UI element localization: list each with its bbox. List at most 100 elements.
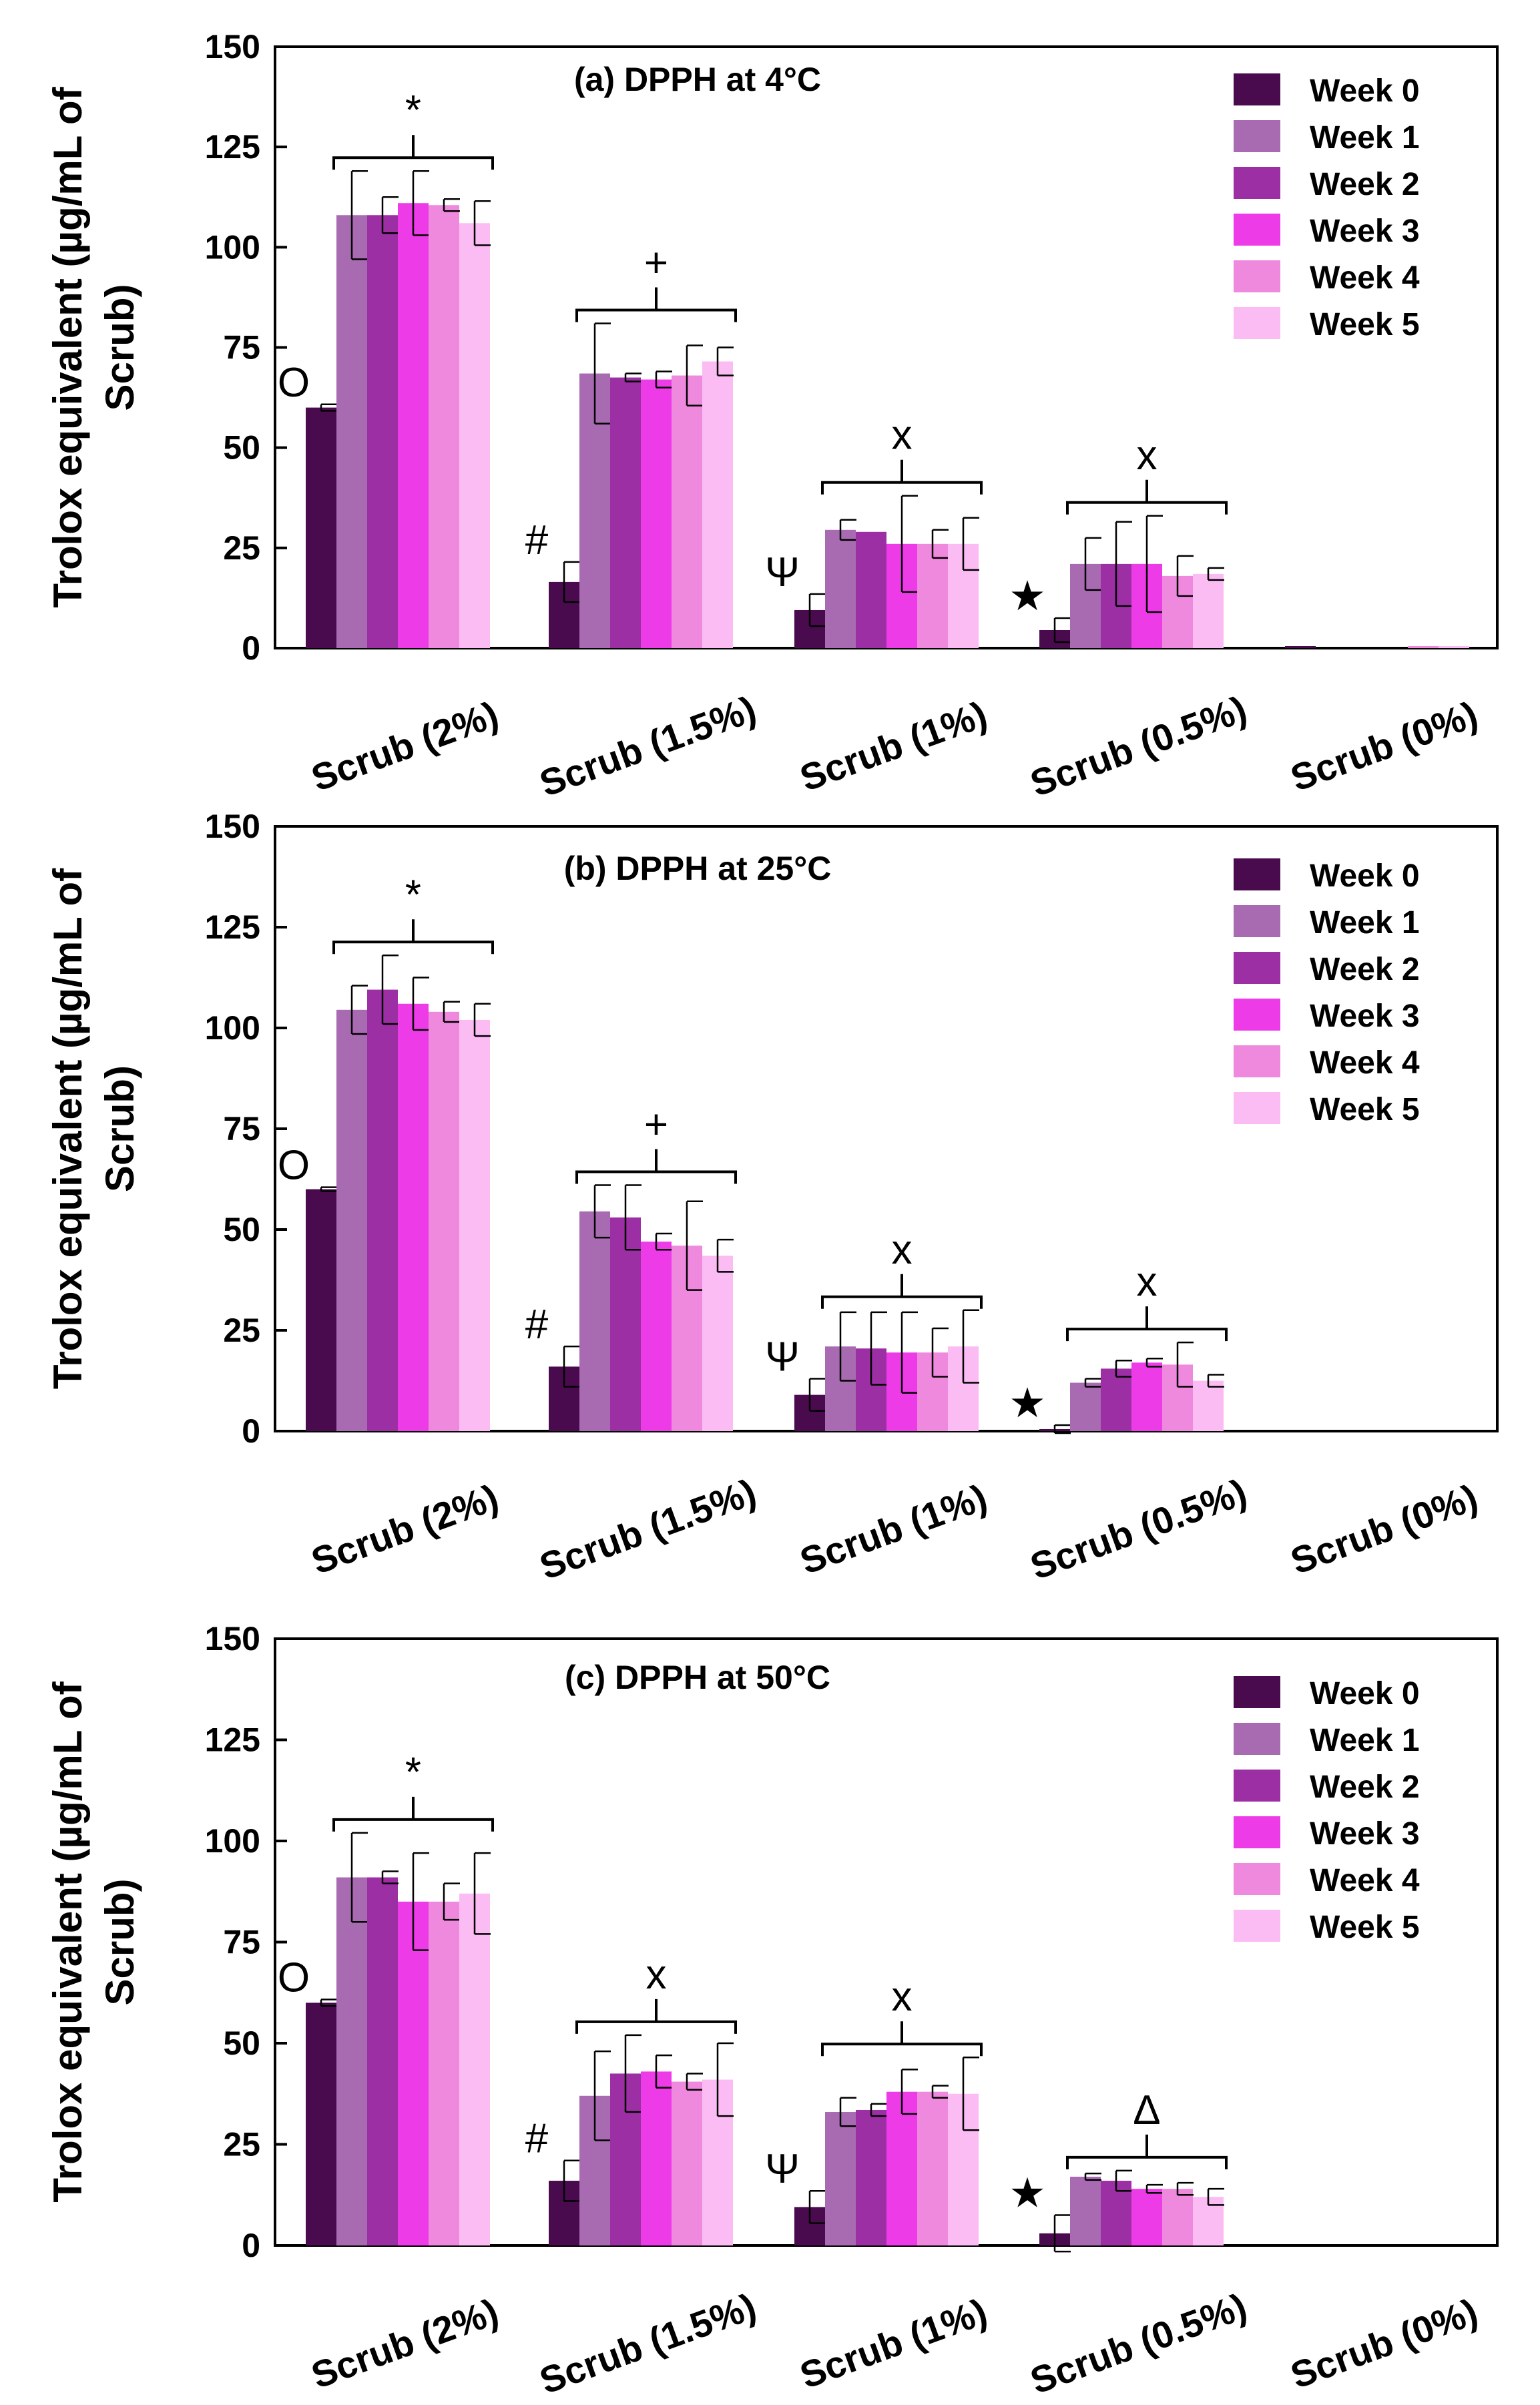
significance-mark: x [646,1952,667,1998]
x-category-label: Scrub (2%) [306,2290,503,2396]
week0-mark: Ψ [765,2146,800,2192]
x-category-label: Scrub (1%) [794,1476,992,1582]
legend-swatch [1234,307,1280,339]
legend-swatch [1234,1863,1280,1895]
bar [672,375,702,648]
bar [306,2002,336,2245]
bar [856,2109,886,2245]
bar [336,215,367,648]
legend-swatch [1234,167,1280,199]
legend-label: Week 4 [1310,1045,1420,1081]
y-tick-label: 150 [205,808,260,845]
legend-swatch [1234,999,1280,1031]
legend-swatch [1234,1045,1280,1077]
legend-label: Week 5 [1310,1910,1420,1945]
legend: Week 0 Week 1 Week 2 Week 3 Week 4 Week 5 [1234,73,1420,342]
significance-bracket [1066,2134,1228,2169]
y-tick-label: 75 [223,329,260,366]
bar [1131,2189,1162,2245]
legend-swatch [1234,905,1280,937]
bar [429,205,459,649]
bar [1070,1382,1101,1431]
legend-swatch [1234,952,1280,984]
chart-title: (c) DPPH at 50°C [565,1659,830,1696]
legend-label: Week 2 [1310,167,1420,202]
legend-label: Week 2 [1310,952,1420,987]
x-category-label: Scrub (0.5%) [1025,1471,1252,1587]
legend-swatch [1234,260,1280,292]
legend-swatch [1234,73,1280,105]
y-axis-label: Scrub) [97,284,142,411]
significance-bracket [332,1796,494,1832]
x-category-label: Scrub (2%) [306,1476,503,1582]
bar [1193,573,1224,648]
bar [1162,2189,1193,2245]
legend-label: Week 0 [1310,73,1420,109]
legend: Week 0 Week 1 Week 2 Week 3 Week 4 Week 5 [1234,1676,1420,1945]
legend-label: Week 1 [1310,1723,1420,1758]
bar [702,361,733,648]
legend-swatch [1234,1092,1280,1124]
legend-swatch [1234,1816,1280,1848]
significance-mark: * [405,87,421,133]
week0-mark: ★ [1009,2171,1046,2217]
legend-label: Week 5 [1310,307,1420,342]
significance-bracket [575,1149,737,1184]
legend-swatch [1234,120,1280,152]
legend-label: Week 3 [1310,999,1420,1034]
legend-label: Week 4 [1310,260,1420,296]
significance-mark: * [405,872,421,918]
x-category-label: Scrub (0%) [1285,693,1483,799]
bar [579,1211,610,1431]
bar [336,1877,367,2245]
legend-label: Week 5 [1310,1092,1420,1127]
legend-swatch [1234,1910,1280,1942]
y-tick-label: 25 [223,2126,260,2163]
significance-bracket [332,135,494,170]
y-tick-label: 100 [205,1009,260,1047]
bar [459,1019,490,1431]
week0-mark: Ψ [765,1334,800,1380]
bar [306,407,336,648]
y-tick-label: 0 [242,629,260,667]
x-category-label: Scrub (0%) [1285,1476,1483,1582]
bar [917,543,948,648]
week0-mark: # [525,2116,549,2162]
bar [459,1893,490,2245]
week0-mark: # [525,517,549,563]
y-tick-label: 25 [223,1312,260,1349]
significance-mark: + [644,1102,668,1148]
chart-title: (a) DPPH at 4°C [574,61,821,98]
x-category-label: Scrub (0.5%) [1025,2285,1252,2402]
significance-mark: x [1137,433,1158,479]
bar [1439,645,1469,648]
bar [825,529,856,648]
y-axis-label: Scrub) [97,1878,142,2005]
legend-swatch [1234,214,1280,246]
legend-label: Week 0 [1310,1676,1420,1711]
bar [702,1256,733,1431]
chart-title: (b) DPPH at 25°C [564,850,832,887]
y-tick-label: 75 [223,1110,260,1147]
y-tick-label: 125 [205,908,260,946]
legend-label: Week 2 [1310,1770,1420,1805]
y-tick-label: 0 [242,1412,260,1450]
significance-bracket [575,287,737,322]
x-category-label: Scrub (1%) [794,2290,992,2396]
bar [825,2112,856,2245]
bar [1193,1380,1224,1431]
significance-mark: * [405,1750,421,1796]
legend-swatch [1234,858,1280,890]
bar [641,2071,672,2245]
bar [886,2091,917,2245]
y-tick-label: 50 [223,2025,260,2062]
y-tick-label: 125 [205,128,260,166]
y-axis-label: Scrub) [97,1065,142,1192]
significance-mark: + [644,240,668,286]
y-tick-label: 75 [223,1924,260,1961]
bar [641,1242,672,1431]
week0-mark: O [278,360,310,406]
bar [672,2081,702,2245]
bar [336,1009,367,1431]
